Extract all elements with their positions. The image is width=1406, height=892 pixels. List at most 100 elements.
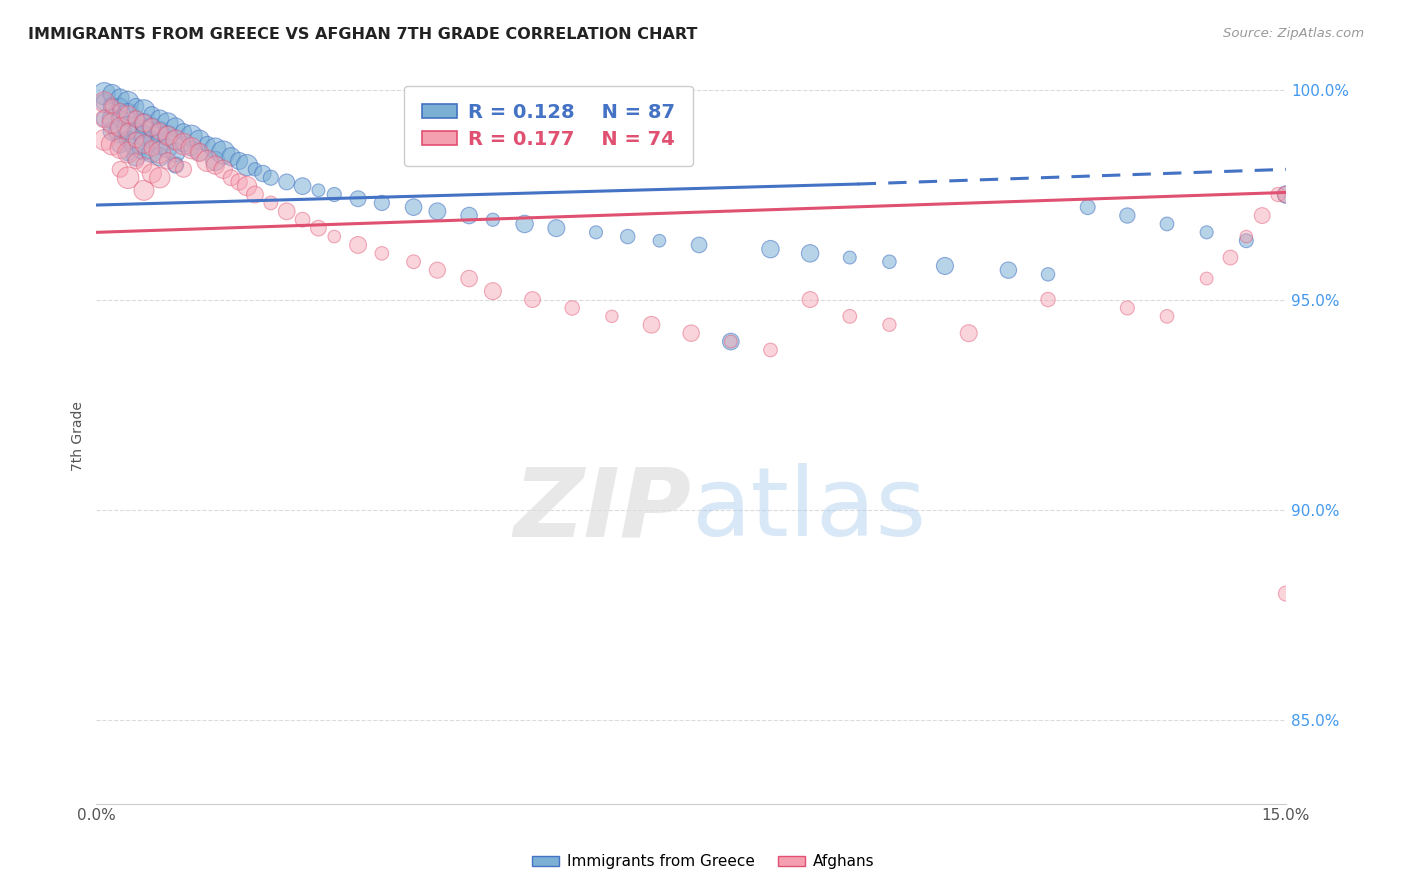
Point bbox=[156, 128, 179, 143]
Point bbox=[125, 133, 148, 147]
Point bbox=[1156, 310, 1178, 324]
Point bbox=[156, 128, 179, 143]
Point bbox=[93, 95, 115, 109]
Point bbox=[156, 153, 179, 168]
Point bbox=[1036, 268, 1059, 282]
Point bbox=[117, 133, 139, 147]
Point bbox=[759, 242, 782, 256]
Point bbox=[243, 187, 266, 202]
Point bbox=[101, 112, 124, 126]
Point bbox=[276, 204, 298, 219]
Point bbox=[323, 187, 346, 202]
Point bbox=[149, 150, 172, 164]
Point bbox=[204, 153, 226, 168]
Point bbox=[243, 162, 266, 177]
Point bbox=[108, 124, 131, 138]
Point bbox=[291, 179, 314, 194]
Point bbox=[141, 120, 163, 135]
Point bbox=[132, 103, 155, 118]
Point bbox=[108, 91, 131, 105]
Point bbox=[799, 293, 821, 307]
Point bbox=[720, 334, 742, 349]
Point bbox=[156, 116, 179, 130]
Point bbox=[600, 310, 623, 324]
Point bbox=[997, 263, 1019, 277]
Point bbox=[347, 238, 370, 252]
Point bbox=[173, 162, 195, 177]
Point bbox=[1275, 187, 1298, 202]
Point bbox=[173, 137, 195, 152]
Point bbox=[125, 112, 148, 126]
Point bbox=[323, 229, 346, 244]
Point bbox=[141, 108, 163, 122]
Point bbox=[934, 259, 956, 273]
Legend: R = 0.128    N = 87, R = 0.177    N = 74: R = 0.128 N = 87, R = 0.177 N = 74 bbox=[404, 86, 693, 167]
Point bbox=[720, 334, 742, 349]
Point bbox=[132, 128, 155, 143]
Point bbox=[141, 120, 163, 135]
Point bbox=[640, 318, 662, 332]
Point bbox=[426, 263, 449, 277]
Legend: Immigrants from Greece, Afghans: Immigrants from Greece, Afghans bbox=[526, 848, 880, 875]
Point bbox=[688, 238, 710, 252]
Point bbox=[125, 112, 148, 126]
Point bbox=[149, 124, 172, 138]
Point bbox=[149, 170, 172, 185]
Point bbox=[108, 103, 131, 118]
Point bbox=[101, 137, 124, 152]
Point bbox=[236, 179, 259, 194]
Point bbox=[165, 133, 187, 147]
Point bbox=[101, 116, 124, 130]
Point bbox=[132, 116, 155, 130]
Point bbox=[1156, 217, 1178, 231]
Point bbox=[165, 120, 187, 135]
Point bbox=[108, 112, 131, 126]
Point bbox=[838, 310, 860, 324]
Point bbox=[1036, 293, 1059, 307]
Point bbox=[482, 284, 505, 298]
Point bbox=[165, 158, 187, 172]
Point bbox=[93, 133, 115, 147]
Point bbox=[101, 124, 124, 138]
Point bbox=[513, 217, 536, 231]
Point bbox=[117, 170, 139, 185]
Point bbox=[260, 170, 283, 185]
Point bbox=[759, 343, 782, 357]
Point bbox=[838, 251, 860, 265]
Point bbox=[1275, 586, 1298, 600]
Point bbox=[180, 141, 202, 155]
Point bbox=[149, 124, 172, 138]
Point bbox=[141, 145, 163, 160]
Point bbox=[252, 167, 274, 181]
Point bbox=[648, 234, 671, 248]
Point bbox=[458, 271, 481, 285]
Point bbox=[188, 133, 211, 147]
Point bbox=[165, 158, 187, 172]
Y-axis label: 7th Grade: 7th Grade bbox=[72, 401, 86, 471]
Point bbox=[879, 318, 901, 332]
Point bbox=[1195, 225, 1218, 239]
Point bbox=[149, 145, 172, 160]
Point bbox=[132, 158, 155, 172]
Point bbox=[402, 200, 425, 214]
Point bbox=[1234, 234, 1257, 248]
Point bbox=[165, 145, 187, 160]
Point bbox=[276, 175, 298, 189]
Point bbox=[173, 124, 195, 138]
Point bbox=[108, 99, 131, 113]
Point bbox=[204, 141, 226, 155]
Point bbox=[307, 221, 329, 235]
Point bbox=[141, 133, 163, 147]
Point bbox=[117, 95, 139, 109]
Point bbox=[585, 225, 607, 239]
Point bbox=[1251, 209, 1274, 223]
Point bbox=[347, 192, 370, 206]
Point bbox=[117, 124, 139, 138]
Point bbox=[219, 170, 242, 185]
Point bbox=[371, 246, 394, 260]
Point bbox=[93, 95, 115, 109]
Point bbox=[108, 120, 131, 135]
Point bbox=[1275, 187, 1298, 202]
Point bbox=[561, 301, 583, 315]
Point bbox=[1116, 301, 1139, 315]
